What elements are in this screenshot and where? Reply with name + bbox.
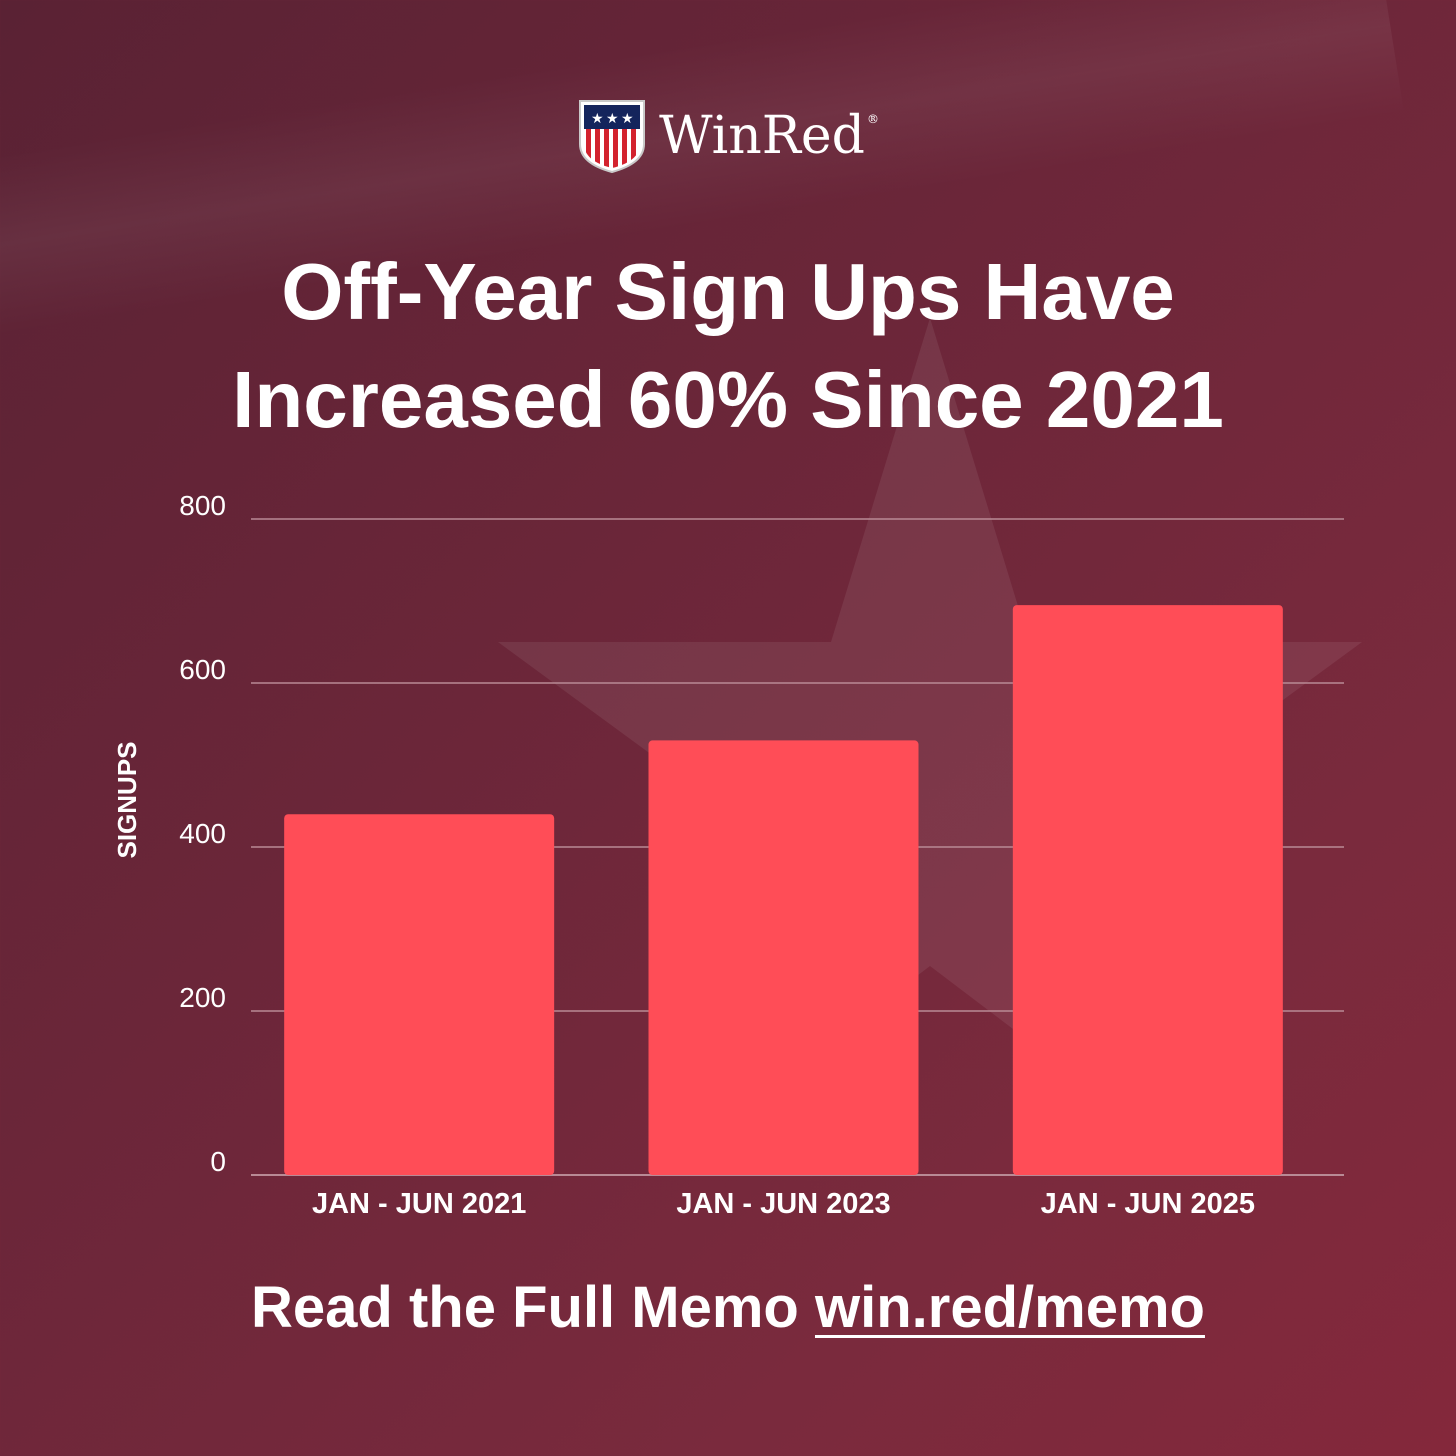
bar	[648, 740, 919, 1175]
chart-title: Off-Year Sign Ups Have Increased 60% Sin…	[0, 238, 1456, 454]
y-tick-label: 800	[179, 490, 226, 521]
footer: Read the Full Memo win.red/memo	[0, 1274, 1456, 1341]
footer-text: Read the Full Memo	[251, 1275, 799, 1340]
y-tick-label: 200	[179, 982, 226, 1013]
x-tick-label: JAN - JUN 2023	[676, 1188, 890, 1220]
brand-name: WinRed ®	[659, 106, 879, 166]
bar	[1012, 605, 1283, 1175]
y-tick-label: 400	[179, 818, 226, 849]
shield-flag-icon: ★ ★ ★	[579, 100, 646, 174]
svg-text:★: ★	[621, 111, 634, 127]
x-tick-label: JAN - JUN 2025	[1041, 1188, 1255, 1220]
svg-text:★: ★	[591, 111, 604, 127]
y-tick-label: 600	[179, 654, 226, 685]
registered-mark: ®	[866, 112, 879, 126]
y-tick-label: 0	[210, 1146, 226, 1177]
svg-text:★: ★	[606, 111, 619, 127]
winred-logo: ★ ★ ★ WinRed ®	[0, 98, 1456, 174]
x-tick-label: JAN - JUN 2021	[312, 1188, 526, 1220]
chart-title-line-2: Increased 60% Since 2021	[232, 355, 1224, 444]
chart-title-line-1: Off-Year Sign Ups Have	[281, 247, 1175, 336]
bar	[284, 814, 555, 1175]
y-axis-label: SIGNUPS	[112, 741, 142, 858]
memo-link[interactable]: win.red/memo	[814, 1275, 1205, 1340]
